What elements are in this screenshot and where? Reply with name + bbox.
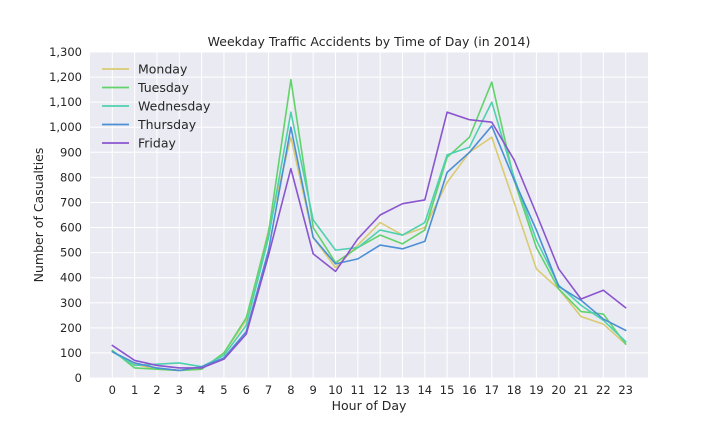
x-tick-label: 14 (417, 383, 432, 397)
series-line-tuesday (111, 78, 627, 372)
x-tick-label: 19 (529, 383, 544, 397)
x-tick-label: 23 (618, 383, 633, 397)
y-tick-label: 100 (60, 346, 82, 360)
legend-label-friday: Friday (138, 136, 176, 151)
y-tick-label: 800 (60, 170, 82, 184)
y-tick-label: 0 (75, 371, 82, 385)
x-tick-label: 10 (328, 383, 343, 397)
legend-label-monday: Monday (138, 62, 188, 77)
x-tick-label: 22 (596, 383, 611, 397)
y-tick-label: 400 (60, 271, 82, 285)
x-tick-label: 1 (131, 383, 138, 397)
legend-label-thursday: Thursday (137, 117, 197, 132)
x-tick-label: 13 (395, 383, 410, 397)
legend: Monday Tuesday Wednesday Thursday Friday (102, 62, 211, 151)
chart-title: Weekday Traffic Accidents by Time of Day… (208, 34, 531, 49)
y-tick-label: 300 (60, 296, 82, 310)
y-tick-label: 1,200 (49, 70, 82, 84)
x-tick-label: 6 (243, 383, 250, 397)
x-tick-label: 11 (351, 383, 366, 397)
legend-label-tuesday: Tuesday (137, 80, 189, 95)
y-tick-label: 200 (60, 321, 82, 335)
series-lines (111, 78, 627, 372)
y-tick-label: 600 (60, 221, 82, 235)
x-tick-label: 2 (153, 383, 160, 397)
x-tick-label: 5 (220, 383, 227, 397)
x-tick-label: 18 (507, 383, 522, 397)
x-axis-label: Hour of Day (332, 398, 407, 413)
x-tick-label: 7 (265, 383, 272, 397)
y-tick-label: 700 (60, 195, 82, 209)
x-tick-label: 0 (109, 383, 116, 397)
plot-area (90, 52, 648, 378)
y-tick-label: 1,100 (49, 95, 82, 109)
x-tick-labels: 0 1 2 3 4 5 6 7 8 9 10 11 12 13 14 15 16 17 18 19 20 21 22 23 (109, 383, 633, 397)
y-tick-label: 1,300 (49, 45, 82, 59)
x-tick-label: 16 (462, 383, 477, 397)
x-tick-label: 8 (287, 383, 294, 397)
x-tick-label: 4 (198, 383, 205, 397)
series-line-wednesday (111, 101, 627, 368)
x-tick-label: 15 (440, 383, 455, 397)
x-tick-label: 20 (551, 383, 566, 397)
series-line-friday (111, 111, 627, 369)
x-tick-label: 9 (310, 383, 317, 397)
y-tick-label: 1,000 (49, 120, 82, 134)
y-axis-label: Number of Casualties (31, 148, 46, 283)
x-tick-label: 12 (373, 383, 388, 397)
legend-label-wednesday: Wednesday (138, 99, 211, 114)
y-tick-label: 900 (60, 145, 82, 159)
x-tick-label: 21 (574, 383, 589, 397)
x-tick-label: 3 (176, 383, 183, 397)
y-tick-label: 500 (60, 246, 82, 260)
x-tick-label: 17 (484, 383, 499, 397)
y-tick-labels: 0 100 200 300 400 500 600 700 800 900 1,000 1,100 1,… (49, 45, 82, 385)
